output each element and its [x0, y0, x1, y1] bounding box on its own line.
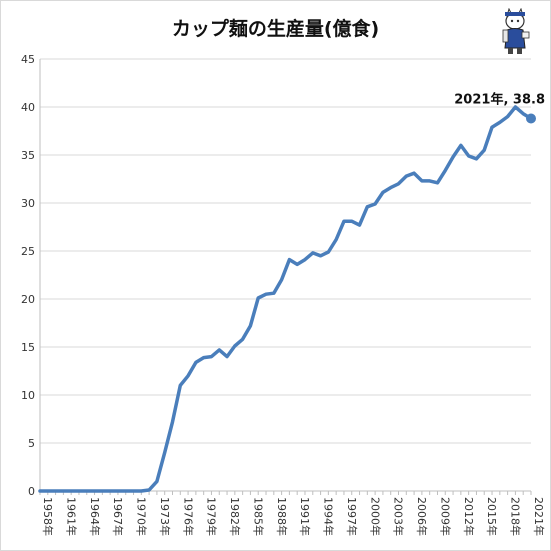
x-tick-label: 2015年 — [485, 497, 499, 536]
x-tick-label: 2006年 — [415, 497, 429, 536]
x-tick-label: 1994年 — [322, 497, 336, 536]
x-tick-label: 1967年 — [111, 497, 125, 536]
x-tick-label: 2018年 — [509, 497, 523, 536]
x-tick-label: 2021年 — [532, 497, 546, 536]
x-tick-label: 1979年 — [205, 497, 219, 536]
x-tick-label: 1985年 — [251, 497, 265, 536]
x-tick-label: 1997年 — [345, 497, 359, 536]
y-tick-label: 0 — [28, 485, 35, 498]
x-tick-label: 1988年 — [275, 497, 289, 536]
data-label: 2021年, 38.8 — [454, 92, 545, 108]
x-tick-label: 2000年 — [368, 497, 382, 536]
y-tick-label: 15 — [21, 341, 35, 354]
y-tick-label: 10 — [21, 389, 35, 402]
y-tick-label: 20 — [21, 293, 35, 306]
x-tick-label: 1970年 — [135, 497, 149, 536]
y-tick-label: 45 — [21, 53, 35, 66]
x-tick-label: 2003年 — [392, 497, 406, 536]
x-tick-label: 1964年 — [88, 497, 102, 536]
x-tick-label: 1958年 — [41, 497, 55, 536]
x-tick-label: 2012年 — [462, 497, 476, 536]
x-tick-label: 1961年 — [64, 497, 78, 536]
x-tick-label: 1973年 — [158, 497, 172, 536]
y-tick-label: 35 — [21, 149, 35, 162]
series-line — [38, 105, 533, 493]
x-tick-label: 2009年 — [438, 497, 452, 536]
x-tick-label: 1991年 — [298, 497, 312, 536]
y-tick-label: 5 — [28, 437, 35, 450]
y-tick-label: 25 — [21, 245, 35, 258]
y-tick-label: 30 — [21, 197, 35, 210]
x-tick-label: 1982年 — [228, 497, 242, 536]
mascot-illustration — [502, 8, 530, 54]
chart-title: カップ麺の生産量(億食) — [171, 18, 380, 40]
highlight-point — [526, 113, 536, 124]
y-tick-label: 40 — [21, 101, 35, 114]
x-tick-label: 1976年 — [181, 497, 195, 536]
